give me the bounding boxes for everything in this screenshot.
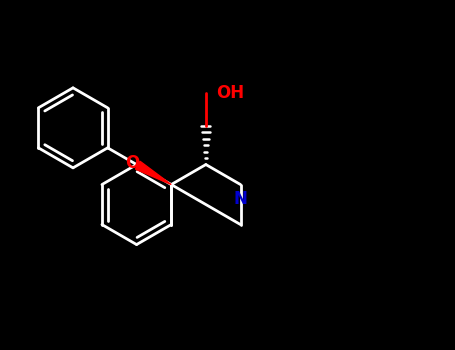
- Text: N: N: [233, 190, 248, 208]
- Polygon shape: [136, 161, 171, 184]
- Text: OH: OH: [216, 84, 244, 102]
- Text: O: O: [125, 154, 139, 172]
